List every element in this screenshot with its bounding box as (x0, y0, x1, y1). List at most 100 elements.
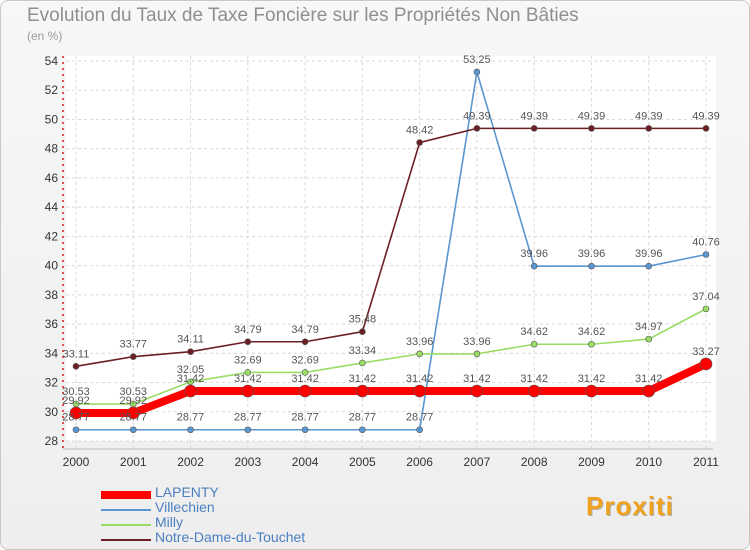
data-label: 34.79 (234, 324, 262, 336)
x-tick-label: 2006 (406, 455, 433, 469)
data-label: 31.42 (234, 373, 262, 385)
data-label: 53.25 (463, 54, 491, 66)
data-label: 31.42 (578, 373, 606, 385)
data-point (702, 251, 710, 258)
x-tick-label: 2004 (292, 455, 319, 469)
data-point (241, 384, 255, 398)
legend-label: LAPENTY (155, 484, 219, 500)
data-label: 49.39 (578, 110, 606, 122)
data-label: 49.39 (635, 110, 663, 122)
y-tick-label: 32 (45, 376, 59, 390)
data-label: 35.48 (349, 314, 377, 326)
y-tick-label: 34 (45, 346, 59, 360)
data-label: 31.42 (291, 373, 319, 385)
data-label: 34.97 (635, 321, 663, 333)
data-point (244, 369, 252, 376)
data-point (530, 340, 538, 348)
data-point (359, 328, 366, 335)
data-label: 33.11 (63, 348, 90, 360)
series-line-notre-dame-du-touchet (75, 127, 706, 368)
x-tick-label: 2009 (578, 455, 605, 469)
data-label: 49.39 (463, 110, 491, 122)
series-line-milly (76, 308, 707, 405)
data-point (359, 359, 366, 367)
data-point (69, 406, 83, 420)
data-point (473, 68, 481, 76)
data-point (129, 353, 137, 360)
data-point (527, 384, 541, 398)
data-label: 40.76 (692, 237, 720, 249)
legend-label: Milly (155, 514, 183, 530)
x-tick-label: 2008 (521, 455, 548, 469)
chart-unit-label: (en %) (27, 29, 63, 43)
legend-label: Notre-Dame-du-Touchet (155, 529, 306, 545)
data-point (530, 125, 538, 132)
data-point (298, 384, 312, 398)
plot-area (66, 56, 716, 441)
x-tick-label: 2007 (464, 455, 491, 469)
data-point (416, 350, 423, 358)
data-label: 48.42 (406, 125, 434, 137)
x-tick-label: 2005 (349, 455, 376, 469)
data-point (473, 350, 481, 358)
y-tick-label: 30 (45, 405, 59, 419)
data-label: 33.34 (349, 345, 377, 357)
data-point (645, 125, 653, 132)
data-point (588, 125, 595, 132)
data-point (244, 338, 252, 346)
data-point (244, 426, 252, 434)
y-tick-label: 52 (45, 83, 59, 97)
data-point (642, 384, 656, 398)
data-point (301, 369, 309, 376)
y-tick-label: 44 (45, 200, 59, 214)
x-tick-label: 2010 (635, 455, 662, 469)
data-label: 33.96 (406, 336, 434, 348)
data-point (473, 125, 481, 132)
data-point (699, 357, 713, 371)
data-point (416, 139, 423, 146)
data-label: 30.53 (62, 386, 90, 398)
data-point (72, 363, 80, 370)
x-tick-label: 2002 (177, 455, 204, 469)
x-tick-label: 2003 (234, 455, 261, 469)
data-label: 33.27 (692, 346, 720, 358)
data-point (184, 384, 197, 398)
y-tick-label: 28 (45, 434, 59, 448)
data-label: 39.96 (578, 248, 606, 260)
data-label: 33.96 (463, 336, 491, 348)
data-label: 32.05 (177, 364, 205, 376)
data-point (416, 426, 423, 434)
data-label: 28.77 (349, 412, 377, 424)
data-label: 28.77 (120, 412, 148, 424)
data-label: 28.77 (406, 412, 434, 424)
data-label: 31.42 (349, 373, 377, 385)
data-label: 31.42 (635, 373, 663, 385)
data-point (129, 426, 137, 434)
data-label: 32.69 (291, 354, 319, 366)
data-label: 31.42 (463, 373, 491, 385)
data-label: 29.92 (62, 395, 90, 407)
data-label: 31.42 (177, 373, 205, 385)
data-point (645, 262, 653, 270)
data-point (702, 125, 710, 132)
legend-label: Villechien (155, 499, 215, 515)
data-label: 49.39 (520, 110, 548, 122)
x-tick-label: 2001 (120, 455, 147, 469)
proxiti-logo: Proxiti (586, 491, 674, 521)
data-label: 30.53 (120, 386, 148, 398)
legend-swatch (101, 491, 151, 499)
x-tick-label: 2011 (693, 455, 719, 469)
y-tick-label: 40 (45, 259, 59, 273)
data-point (126, 406, 140, 420)
data-label: 31.42 (406, 373, 434, 385)
data-point (585, 384, 598, 398)
series-line-lapenty (76, 360, 708, 417)
data-point (530, 262, 538, 270)
data-label: 32.69 (234, 354, 262, 366)
data-point (645, 335, 653, 343)
y-tick-label: 50 (45, 112, 59, 126)
data-label: 33.77 (120, 339, 148, 351)
data-label: 28.77 (62, 412, 90, 424)
x-tick-label: 2000 (63, 455, 90, 469)
